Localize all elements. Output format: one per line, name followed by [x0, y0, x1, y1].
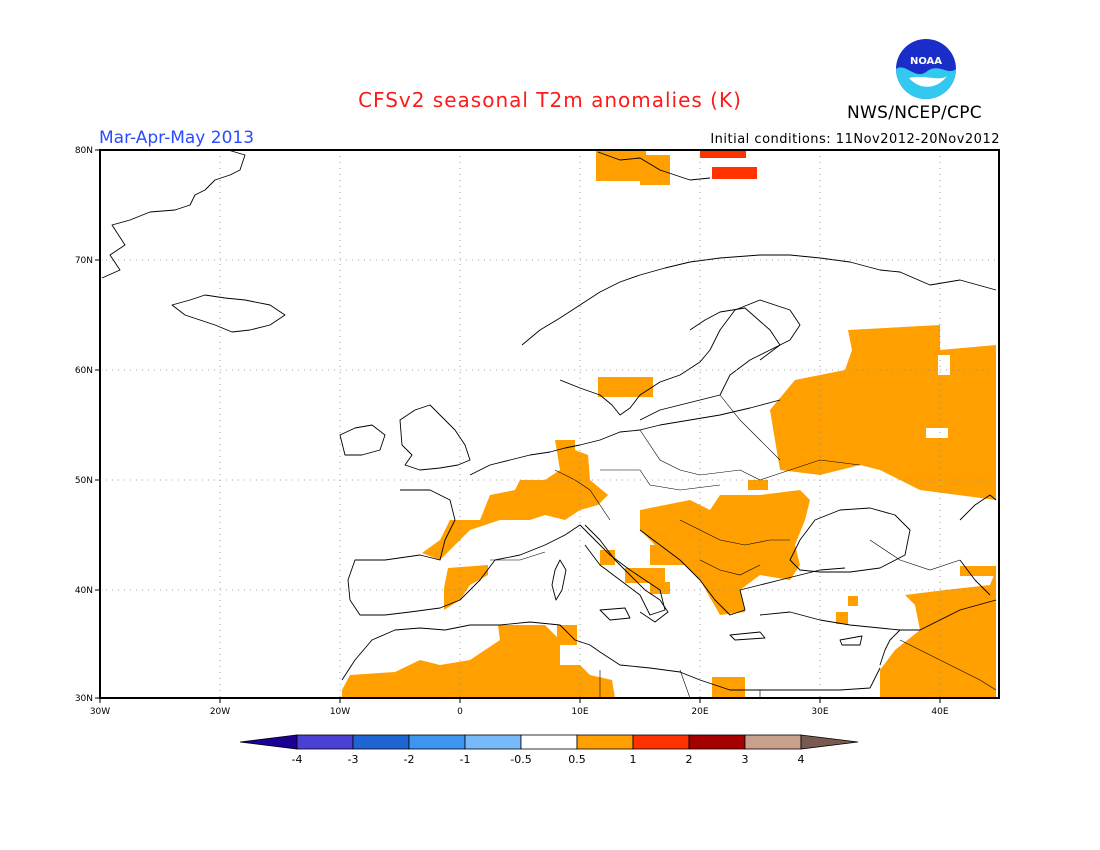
lat-label: 30N	[75, 694, 93, 704]
coastlines	[101, 149, 997, 691]
colorbar-label: -2	[404, 753, 415, 766]
lat-label: 40N	[75, 586, 93, 596]
colorbar-swatch	[744, 734, 802, 750]
lon-label: 20E	[691, 707, 708, 717]
lon-label: 30W	[90, 707, 110, 717]
colorbar-label: -0.5	[510, 753, 531, 766]
lon-label: 30E	[811, 707, 828, 717]
colorbar-swatch	[352, 734, 410, 750]
colorbar-label: -4	[292, 753, 303, 766]
noaa-logo: NOAA	[896, 39, 956, 99]
colorbar	[239, 734, 859, 750]
lon-label: 0	[457, 707, 463, 717]
lon-label: 20W	[210, 707, 230, 717]
colorbar-swatch	[520, 734, 578, 750]
anomaly-warm-layer	[342, 151, 996, 698]
colorbar-label: 0.5	[568, 753, 586, 766]
colorbar-swatch	[296, 734, 354, 750]
anomaly-hot-layer	[700, 151, 757, 179]
colorbar-label: -3	[348, 753, 359, 766]
colorbar-label: 3	[742, 753, 749, 766]
colorbar-arrow-right	[800, 734, 859, 750]
map-frame	[99, 149, 1000, 699]
colorbar-arrow-left	[239, 734, 298, 750]
colorbar-swatch	[688, 734, 746, 750]
map-title: CFSv2 seasonal T2m anomalies (K)	[358, 88, 742, 112]
graticule	[100, 150, 999, 698]
lon-label: 10E	[571, 707, 588, 717]
lon-label: 40E	[931, 707, 948, 717]
agency-label: NWS/NCEP/CPC	[847, 103, 982, 123]
noaa-logo-text: NOAA	[910, 56, 942, 67]
lat-label: 50N	[75, 476, 93, 486]
country-borders	[490, 394, 997, 699]
lon-label: 10W	[330, 707, 350, 717]
lat-label: 70N	[75, 256, 93, 266]
lat-label: 60N	[75, 366, 93, 376]
colorbar-label: -1	[460, 753, 471, 766]
colorbar-label: 2	[686, 753, 693, 766]
initial-conditions-label: Initial conditions: 11Nov2012-20Nov2012	[710, 132, 1000, 147]
colorbar-swatch	[408, 734, 466, 750]
colorbar-label: 4	[798, 753, 805, 766]
colorbar-swatch	[464, 734, 522, 750]
season-label: Mar-Apr-May 2013	[99, 128, 255, 148]
colorbar-swatch	[576, 734, 634, 750]
lat-label: 80N	[75, 146, 93, 156]
colorbar-label: 1	[630, 753, 637, 766]
colorbar-swatch	[632, 734, 690, 750]
